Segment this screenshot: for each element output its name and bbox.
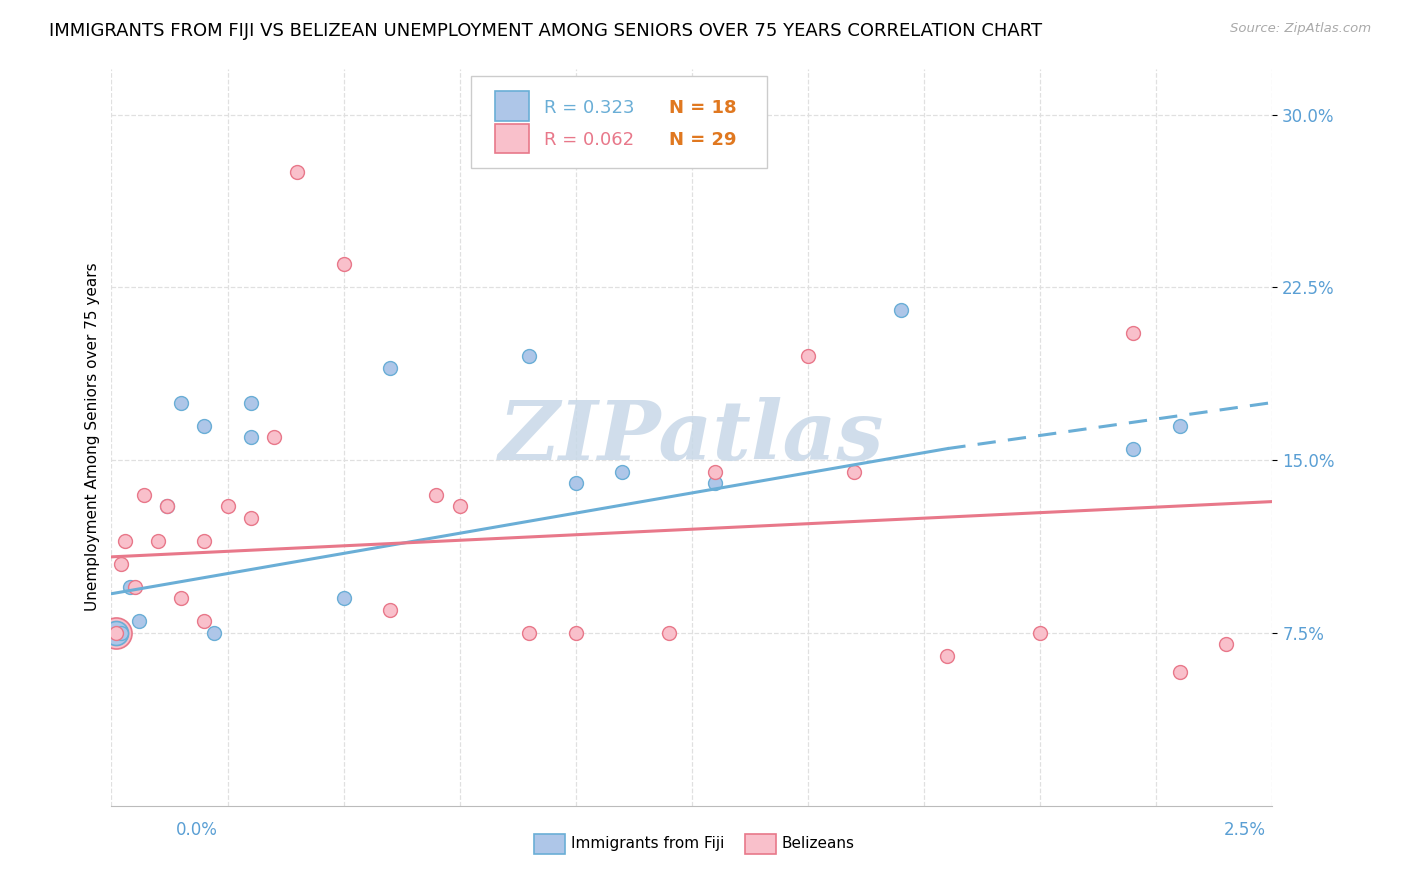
Point <box>449 499 471 513</box>
Point <box>658 626 681 640</box>
Point <box>146 533 169 548</box>
Point <box>612 465 634 479</box>
Point <box>378 603 401 617</box>
Point <box>285 165 308 179</box>
Point <box>110 557 132 571</box>
Point <box>704 465 727 479</box>
Point <box>105 626 128 640</box>
Point <box>519 350 541 364</box>
Point <box>936 648 959 663</box>
Text: N = 29: N = 29 <box>669 131 737 149</box>
Point <box>128 615 150 629</box>
Point <box>156 499 179 513</box>
Point <box>170 395 193 409</box>
Point <box>124 580 146 594</box>
Point <box>797 350 820 364</box>
Point <box>844 465 866 479</box>
Text: Belizeans: Belizeans <box>782 837 855 851</box>
Point <box>132 488 155 502</box>
Point <box>110 626 132 640</box>
Text: R = 0.062: R = 0.062 <box>544 131 634 149</box>
Point <box>263 430 285 444</box>
Point <box>193 615 215 629</box>
Text: IMMIGRANTS FROM FIJI VS BELIZEAN UNEMPLOYMENT AMONG SENIORS OVER 75 YEARS CORREL: IMMIGRANTS FROM FIJI VS BELIZEAN UNEMPLO… <box>49 22 1042 40</box>
Point <box>217 499 239 513</box>
Point <box>1168 665 1191 679</box>
Point <box>239 395 262 409</box>
Point <box>193 418 215 433</box>
Point <box>118 580 141 594</box>
Point <box>1215 637 1237 651</box>
Point <box>105 626 128 640</box>
FancyBboxPatch shape <box>495 124 530 153</box>
Point <box>332 257 354 271</box>
Text: ZIPatlas: ZIPatlas <box>499 397 884 477</box>
Point <box>378 361 401 376</box>
Text: 0.0%: 0.0% <box>176 821 218 838</box>
Point <box>114 533 136 548</box>
Y-axis label: Unemployment Among Seniors over 75 years: Unemployment Among Seniors over 75 years <box>86 263 100 611</box>
Point <box>239 510 262 524</box>
FancyBboxPatch shape <box>495 91 530 120</box>
Point <box>239 430 262 444</box>
Point <box>565 476 588 491</box>
Point <box>156 499 179 513</box>
Point <box>425 488 447 502</box>
Point <box>332 591 354 606</box>
Point <box>1122 442 1144 456</box>
Point <box>170 591 193 606</box>
Point <box>565 626 588 640</box>
FancyBboxPatch shape <box>471 76 768 168</box>
Text: 2.5%: 2.5% <box>1223 821 1265 838</box>
Point <box>1168 418 1191 433</box>
Text: Immigrants from Fiji: Immigrants from Fiji <box>571 837 724 851</box>
Point <box>519 626 541 640</box>
Point <box>202 626 225 640</box>
Text: N = 18: N = 18 <box>669 99 737 117</box>
Text: R = 0.323: R = 0.323 <box>544 99 636 117</box>
Point <box>1029 626 1052 640</box>
Point <box>1122 326 1144 341</box>
Point <box>105 626 128 640</box>
Point <box>704 476 727 491</box>
Point <box>890 303 912 318</box>
Text: Source: ZipAtlas.com: Source: ZipAtlas.com <box>1230 22 1371 36</box>
Point <box>193 533 215 548</box>
